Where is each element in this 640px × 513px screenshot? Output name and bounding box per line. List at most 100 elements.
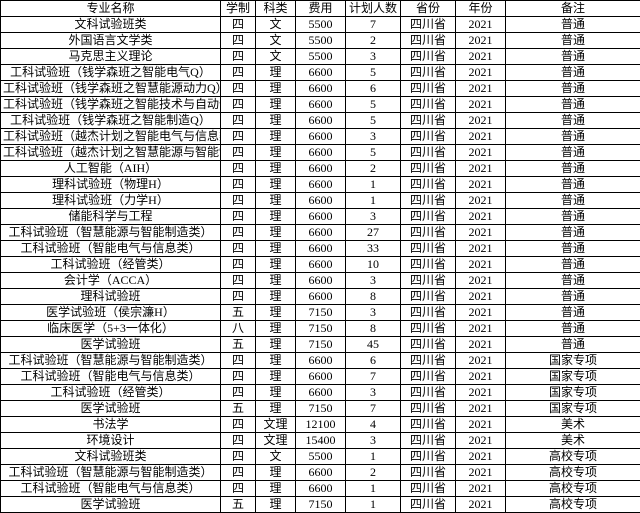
table-cell: 理: [256, 385, 296, 401]
table-cell: 理: [256, 465, 296, 481]
table-cell: 四: [221, 129, 256, 145]
table-cell: 6: [346, 353, 401, 369]
table-row: 医学试验班五理71501四川省2021高校专项: [1, 497, 640, 513]
table-cell: 四川省: [401, 353, 456, 369]
table-cell: 理: [256, 321, 296, 337]
table-cell: 四: [221, 33, 256, 49]
table-cell: 工科试验班（智慧能源与智能制造类）: [1, 225, 221, 241]
table-cell: 普通: [506, 161, 640, 177]
table-cell: 国家专项: [506, 369, 640, 385]
table-cell: 2021: [456, 33, 506, 49]
table-cell: 7: [346, 369, 401, 385]
table-cell: 医学试验班: [1, 337, 221, 353]
table-cell: 2021: [456, 481, 506, 497]
table-cell: 美术: [506, 417, 640, 433]
table-cell: 普通: [506, 241, 640, 257]
table-row: 医学试验班（侯宗濂H）五理71503四川省2021普通: [1, 305, 640, 321]
table-cell: 理: [256, 145, 296, 161]
table-cell: 理: [256, 65, 296, 81]
table-cell: 普通: [506, 177, 640, 193]
table-cell: 四川省: [401, 433, 456, 449]
table-cell: 2021: [456, 401, 506, 417]
table-cell: 6600: [296, 177, 346, 193]
table-cell: 四川省: [401, 417, 456, 433]
table-cell: 工科试验班（钱学森班之智能技术与自动化Q）: [1, 97, 221, 113]
table-cell: 书法学: [1, 417, 221, 433]
table-cell: 工科试验班（智慧能源与智能制造类）: [1, 465, 221, 481]
table-cell: 普通: [506, 49, 640, 65]
table-row: 理科试验班（物理H）四理66001四川省2021普通: [1, 177, 640, 193]
table-cell: 四川省: [401, 177, 456, 193]
table-cell: 普通: [506, 65, 640, 81]
table-cell: 四: [221, 209, 256, 225]
table-cell: 7150: [296, 321, 346, 337]
table-cell: 普通: [506, 337, 640, 353]
table-cell: 理: [256, 401, 296, 417]
table-cell: 普通: [506, 17, 640, 33]
table-cell: 3: [346, 305, 401, 321]
table-row: 工科试验班（越杰计划之智慧能源与智能制造类Q）四理66005四川省2021普通: [1, 145, 640, 161]
table-cell: 理: [256, 369, 296, 385]
table-cell: 2: [346, 33, 401, 49]
table-cell: 2021: [456, 465, 506, 481]
table-cell: 文: [256, 17, 296, 33]
table-cell: 外国语言文学类: [1, 33, 221, 49]
table-cell: 3: [346, 129, 401, 145]
table-cell: 5500: [296, 17, 346, 33]
table-cell: 普通: [506, 193, 640, 209]
table-cell: 四川省: [401, 481, 456, 497]
table-cell: 四川省: [401, 33, 456, 49]
table-row: 理科试验班四理66008四川省2021普通: [1, 289, 640, 305]
table-cell: 2021: [456, 17, 506, 33]
table-cell: 3: [346, 433, 401, 449]
table-cell: 6600: [296, 369, 346, 385]
table-cell: 普通: [506, 145, 640, 161]
table-cell: 5500: [296, 33, 346, 49]
table-cell: 2021: [456, 433, 506, 449]
table-cell: 理: [256, 129, 296, 145]
table-cell: 2021: [456, 337, 506, 353]
table-cell: 医学试验班（侯宗濂H）: [1, 305, 221, 321]
table-row: 临床医学（5+3一体化）八理71508四川省2021普通: [1, 321, 640, 337]
table-cell: 2021: [456, 49, 506, 65]
table-cell: 普通: [506, 273, 640, 289]
table-cell: 6600: [296, 273, 346, 289]
table-cell: 理: [256, 225, 296, 241]
table-cell: 2021: [456, 145, 506, 161]
table-row: 医学试验班五理71507四川省2021国家专项: [1, 401, 640, 417]
table-cell: 8: [346, 321, 401, 337]
table-cell: 理: [256, 161, 296, 177]
table-cell: 文: [256, 33, 296, 49]
table-cell: 理: [256, 481, 296, 497]
col-header-name: 专业名称: [1, 1, 221, 17]
table-cell: 6600: [296, 257, 346, 273]
table-row: 外国语言文学类四文55002四川省2021普通: [1, 33, 640, 49]
table-cell: 6600: [296, 81, 346, 97]
table-cell: 5: [346, 145, 401, 161]
table-cell: 四: [221, 449, 256, 465]
table-cell: 7: [346, 401, 401, 417]
table-row: 工科试验班（越杰计划之智能电气与信息类Q）四理66003四川省2021普通: [1, 129, 640, 145]
table-cell: 普通: [506, 209, 640, 225]
table-cell: 会计学（ACCA）: [1, 273, 221, 289]
table-cell: 四: [221, 225, 256, 241]
col-header-province: 省份: [401, 1, 456, 17]
table-cell: 4: [346, 417, 401, 433]
table-cell: 2021: [456, 129, 506, 145]
table-cell: 文: [256, 49, 296, 65]
table-cell: 四川省: [401, 113, 456, 129]
table-cell: 四川省: [401, 321, 456, 337]
table-cell: 45: [346, 337, 401, 353]
table-cell: 四川省: [401, 97, 456, 113]
table-cell: 6600: [296, 289, 346, 305]
table-cell: 1: [346, 193, 401, 209]
table-cell: 四川省: [401, 209, 456, 225]
table-cell: 文科试验班类: [1, 17, 221, 33]
table-cell: 6600: [296, 129, 346, 145]
table-header-row: 专业名称 学制 科类 费用 计划人数 省份 年份 备注: [1, 1, 640, 17]
table-cell: 2021: [456, 305, 506, 321]
table-cell: 四川省: [401, 49, 456, 65]
table-row: 工科试验班（经管类）四理660010四川省2021普通: [1, 257, 640, 273]
table-cell: 美术: [506, 433, 640, 449]
table-row: 工科试验班（钱学森班之智慧能源动力Q）四理66006四川省2021普通: [1, 81, 640, 97]
